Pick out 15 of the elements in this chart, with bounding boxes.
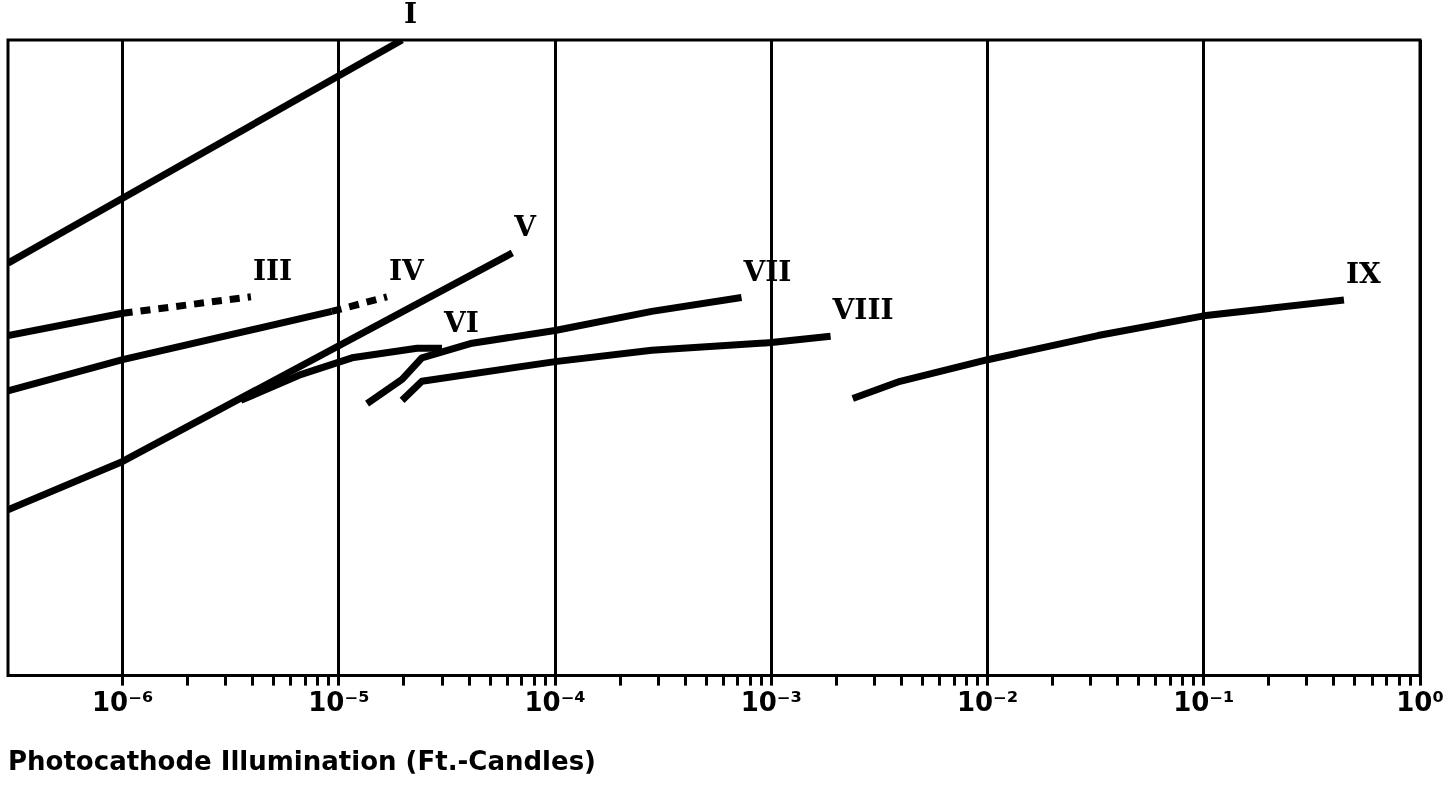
x-tick-label: 10⁻¹: [1173, 686, 1235, 717]
x-tick-label: 10⁻⁵: [308, 686, 370, 717]
x-tick-label: 10⁻³: [740, 686, 802, 717]
series-label: VIII: [831, 293, 894, 327]
x-axis-title: Photocathode Illumination (Ft.-Candles): [8, 746, 596, 777]
x-tick-label: 10⁻²: [956, 686, 1019, 717]
x-tick-label: 10⁻⁴: [524, 686, 586, 717]
series-label: IV: [389, 254, 426, 288]
series-label: I: [404, 0, 418, 31]
x-tick-label: 10⁻⁶: [91, 686, 154, 717]
series-label: III: [252, 254, 293, 288]
series-label: VI: [443, 305, 479, 339]
series-label: V: [513, 210, 538, 244]
x-tick-label: 10⁰: [1396, 686, 1444, 717]
series-label: IX: [1345, 257, 1382, 291]
